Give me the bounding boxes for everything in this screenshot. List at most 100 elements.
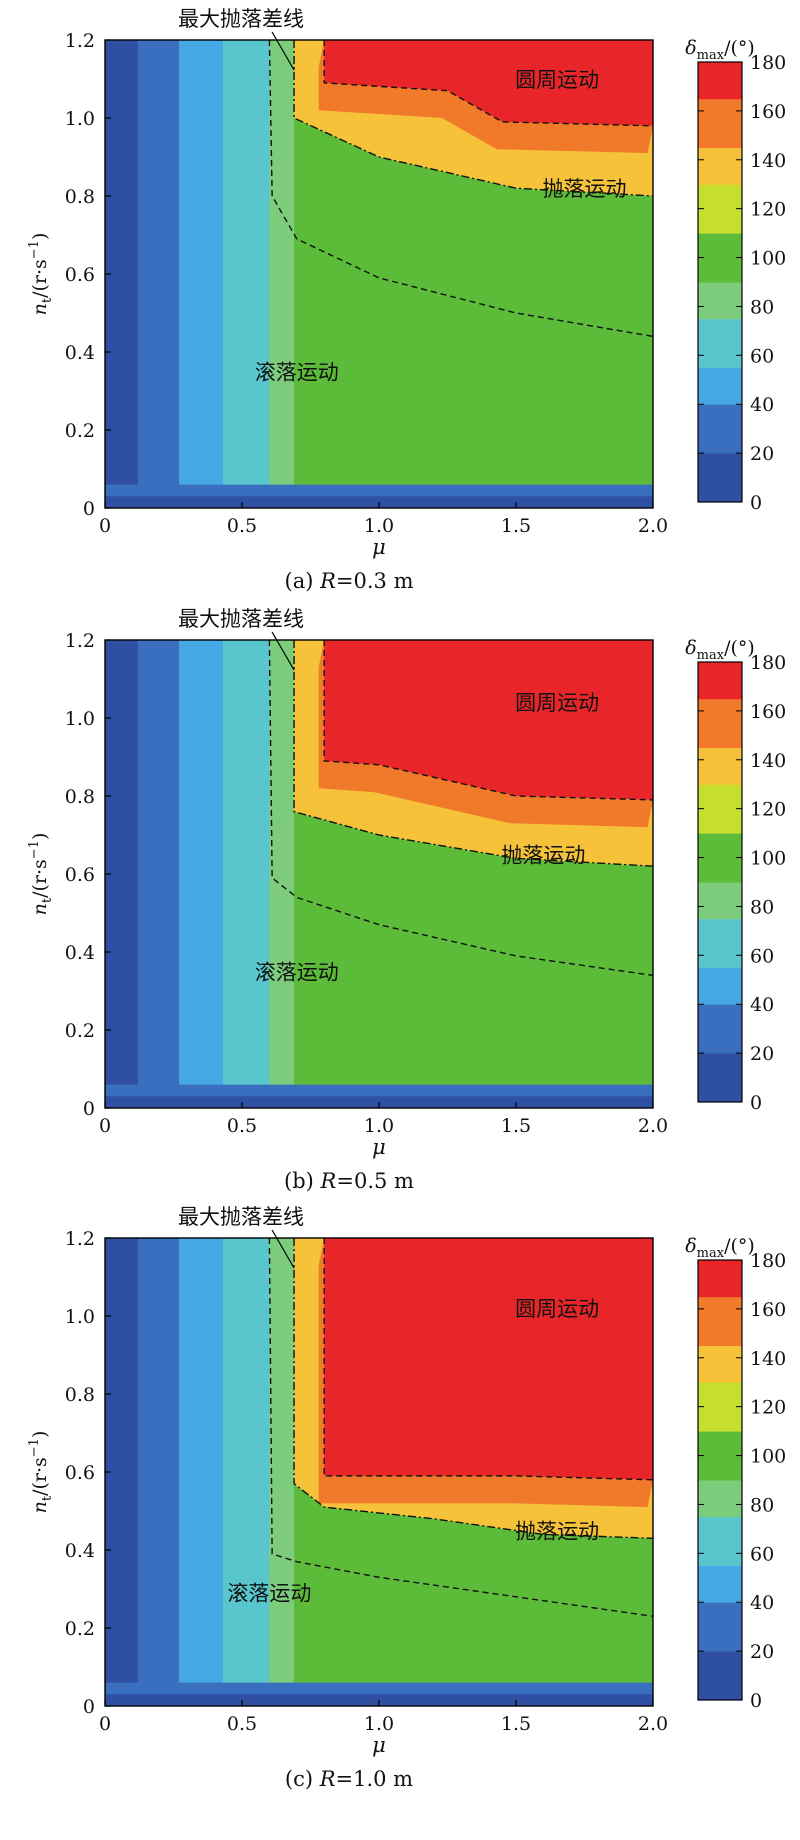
contour-circle-region <box>324 40 653 126</box>
colorbar-segment <box>698 979 742 993</box>
panel-caption: (b) R=0.5 m <box>284 1169 414 1193</box>
colorbar-segment <box>698 1284 742 1298</box>
colorbar-tick-label: 180 <box>750 52 786 74</box>
colorbar-segment <box>698 379 742 393</box>
colorbar-segment <box>698 1333 742 1347</box>
colorbar-segment <box>698 894 742 907</box>
y-axis-label-main: n <box>29 303 51 315</box>
colorbar-segment <box>698 906 742 920</box>
colorbar-tick-label: 40 <box>750 394 774 416</box>
colorbar-segment <box>698 1089 742 1103</box>
colorbar-segment <box>698 967 742 981</box>
contour-band <box>200 1238 224 1706</box>
caption-suffix: =0.5 m <box>336 1169 414 1193</box>
region-label-throw: 抛落运动 <box>501 843 585 867</box>
y-tick-label: 0.8 <box>65 1384 95 1406</box>
colorbar-label-unit: /(°) <box>724 637 755 659</box>
colorbar-segment <box>698 367 742 381</box>
x-axis-label: μ <box>372 1733 386 1757</box>
colorbar-segment <box>698 220 742 234</box>
colorbar-segment <box>698 306 742 320</box>
contour-band <box>247 1238 270 1706</box>
y-tick-label: 1.0 <box>65 708 95 730</box>
colorbar-label: δmax/(°) <box>685 637 755 663</box>
region-label-circle: 圆周运动 <box>515 68 599 92</box>
colorbar-segment <box>698 1565 742 1579</box>
colorbar-segment <box>698 1040 742 1054</box>
x-tick-label: 2.0 <box>638 1713 668 1735</box>
colorbar-segment <box>698 1345 742 1359</box>
colorbar-segment <box>698 489 742 503</box>
chart-panel-0: 0 0.5 1.0 1.5 2.0 0 0.2 0.4 0.6 0.8 1.0 1.2 μ nt/(r·s… <box>27 7 786 593</box>
colorbar-segment <box>698 465 742 479</box>
colorbar-segment <box>698 857 742 871</box>
contour-band <box>137 640 161 1108</box>
y-axis-label: nt/(r·s−1) <box>27 233 55 316</box>
colorbar-segment <box>698 1370 742 1383</box>
colorbar-segment <box>698 710 742 724</box>
y-tick-label: 1.0 <box>65 1306 95 1328</box>
colorbar-label-sub: max <box>697 48 725 63</box>
colorbar-segment <box>698 1528 742 1542</box>
y-axis-label-main: n <box>29 903 51 915</box>
colorbar-segment <box>698 1016 742 1030</box>
roll-boundary-line <box>268 1238 653 1617</box>
colorbar-tick-label: 120 <box>750 199 786 221</box>
colorbar-segment <box>698 930 742 944</box>
y-axis-label-unit: /(r·s <box>29 259 51 298</box>
contour-band <box>178 640 202 1108</box>
max-throw-line <box>293 640 653 867</box>
colorbar-segment <box>698 674 742 687</box>
colorbar-segment <box>698 440 742 454</box>
colorbar-segment <box>698 1492 742 1505</box>
colorbar-segment <box>698 74 742 87</box>
colorbar-segment <box>698 159 742 173</box>
colorbar-tick-label: 100 <box>750 1446 786 1468</box>
y-tick-label: 1.2 <box>65 30 95 52</box>
colorbar-segment <box>698 759 742 773</box>
contour-band <box>247 40 270 508</box>
max-throw-line-leader <box>271 631 295 671</box>
colorbar-segment <box>698 1577 742 1591</box>
colorbar-tick-label: 180 <box>750 1250 786 1272</box>
caption-prefix: (c) <box>285 1767 320 1791</box>
colorbar-tick-label: 0 <box>750 492 762 514</box>
y-axis-label-sub: t <box>40 1495 55 1501</box>
x-tick-label: 0 <box>99 1115 111 1137</box>
colorbar-segment <box>698 135 742 149</box>
colorbar-frame <box>697 1259 743 1701</box>
colorbar-segment <box>698 845 742 859</box>
y-tick-label: 0.6 <box>65 264 95 286</box>
y-tick-label: 1.2 <box>65 630 95 652</box>
colorbar-segment <box>698 1651 742 1664</box>
colorbar-tick-label: 60 <box>750 1543 774 1565</box>
colorbar-label-main: δ <box>685 37 696 59</box>
colorbar-segment <box>698 1357 742 1371</box>
y-tick-label: 0.6 <box>65 1462 95 1484</box>
colorbar-tick-label: 140 <box>750 750 786 772</box>
colorbar-tick-label: 160 <box>750 1299 786 1321</box>
colorbar-segment <box>698 869 742 883</box>
y-tick-label: 1.2 <box>65 1228 95 1250</box>
colorbar-label-main: δ <box>685 1235 696 1257</box>
colorbar-label-unit: /(°) <box>724 37 755 59</box>
colorbar-segment <box>698 1516 742 1530</box>
contour-orange-band <box>318 640 653 828</box>
x-tick-label: 2.0 <box>638 515 668 537</box>
colorbar-segment <box>698 698 742 712</box>
colorbar-tick-label: 0 <box>750 1690 762 1712</box>
colorbar-segment <box>698 1687 742 1701</box>
max-throw-line-leader <box>271 31 295 71</box>
caption-prefix: (b) <box>284 1169 321 1193</box>
y-tick-label: 1.0 <box>65 108 95 130</box>
colorbar-segment <box>698 257 742 271</box>
colorbar-segment <box>698 1431 742 1444</box>
colorbar-segment <box>698 1053 742 1066</box>
colorbar-segment <box>698 747 742 761</box>
colorbar-tick-label: 100 <box>750 848 786 870</box>
colorbar-segment <box>698 233 742 246</box>
contour-band <box>159 1238 180 1706</box>
colorbar-segment <box>698 1663 742 1677</box>
colorbar-tick-label: 60 <box>750 345 774 367</box>
colorbar-segment <box>698 808 742 822</box>
